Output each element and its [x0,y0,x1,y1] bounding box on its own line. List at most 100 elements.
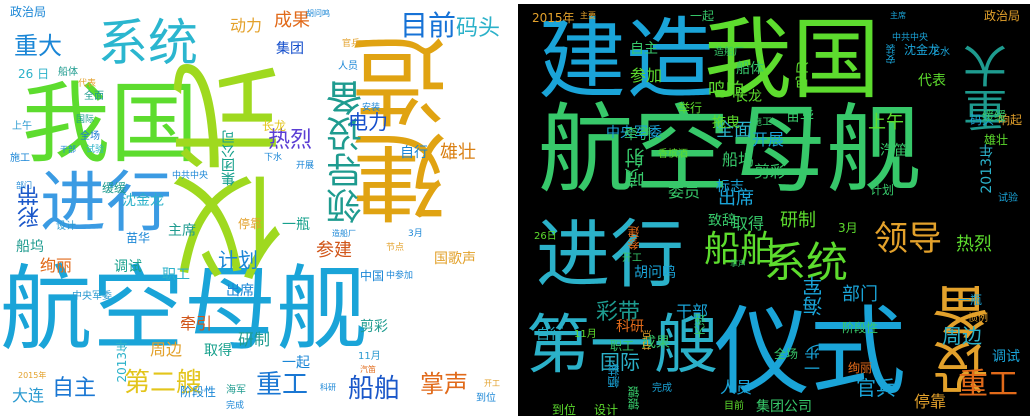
cloud-word: 船体 [58,67,78,78]
cloud-word: 参建 [627,226,641,250]
cloud-word: 计划 [218,248,258,272]
cloud-word: 大连 [12,386,45,405]
cloud-word: 试验 [998,193,1018,204]
cloud-word: 第二艘 [124,368,203,398]
cloud-word: 系统 [98,14,198,72]
cloud-word: 目前 [724,401,744,412]
cloud-word: 完成 [652,383,672,394]
cloud-word: 中参加 [386,271,414,281]
cloud-word: 2013年 [979,144,995,194]
cloud-word: 领导设备 [327,80,368,224]
cloud-word: 进行 [40,164,172,241]
cloud-word: 取得 [732,214,765,233]
cloud-word: 拖曳 [712,115,740,131]
cloud-word: 2015年 [18,371,47,380]
cloud-word: 人员 [720,378,753,397]
cloud-word: 码头 [970,113,995,127]
cloud-word: 响起 [998,113,1023,127]
cloud-word: 造船厂 [332,229,356,238]
cloud-word: 到位 [476,393,496,404]
cloud-word: 自行 [400,145,428,161]
cloud-word: 代表 [78,79,97,89]
cloud-word: 缓缓 [982,109,1007,123]
cloud-word: 到位 [552,403,577,416]
cloud-word: 海军 [226,385,246,396]
cloud-word: 全场 [774,347,799,361]
cloud-word: 调试 [992,349,1020,365]
cloud-word: 雄壮 [984,133,1009,147]
cloud-word: 热烈 [956,234,992,255]
cloud-word: 国歌声 [434,251,476,267]
cloud-word: 雄壮 [440,142,476,163]
cloud-word: 汽笛 [880,143,908,159]
cloud-word: 沈金龙 [904,43,941,57]
cloud-word: 致辞 [708,213,736,229]
cloud-word: 电力 [348,110,388,134]
cloud-word: 船舶 [348,374,401,404]
cloud-word: 绚丽 [848,361,873,375]
cloud-word: 中央军委 [72,291,112,302]
cloud-word: 阶段性 [842,321,879,335]
cloud-word: 科研 [320,383,336,392]
cloud-word: 剪彩 [754,162,787,181]
cloud-word: 3月 [838,221,858,235]
cloud-word: 我国 [704,8,881,111]
cloud-word: 职工 [162,267,190,283]
cloud-word: 船体 [736,61,764,77]
cloud-word: 2013年 [115,340,129,383]
cloud-word: 一起 [690,9,715,23]
cloud-word: 全场 [80,131,100,142]
cloud-word: 重大 [14,32,62,60]
cloud-word: 国际 [600,350,640,374]
cloud-word: 上午 [12,121,32,132]
cloud-word: 一瓶 [958,293,983,307]
cloud-word: 人员 [338,61,358,72]
cloud-word: 彩带 [596,300,641,325]
cloud-word: 研制 [238,330,271,349]
cloud-word: 自行 [536,327,564,343]
cloud-word: 彩带 [18,184,43,228]
cloud-word: 26 日 [18,67,50,81]
cloud-word: 掌声 [730,259,746,268]
cloud-word: 汽笛 [360,365,376,374]
cloud-word: 重工 [256,370,309,400]
cloud-word: 调试 [114,259,142,275]
cloud-word: 主要 [580,11,596,20]
cloud-word: 长龙 [262,119,287,133]
cloud-word: 上午 [868,112,904,133]
cloud-word: 目前 [400,9,457,42]
cloud-word: 掌声 [420,370,468,398]
cloud-word: 惯例 [968,313,988,324]
cloud-word: 开工 [622,253,642,264]
cloud-word: 胡问鸣 [634,265,676,281]
cloud-word: 第一艘 [526,309,718,383]
cloud-word: 2015年 [532,11,575,25]
cloud-word: 牵引 [624,127,652,143]
cloud-word: 施工 [752,117,772,128]
cloud-word: 集团公司 [756,399,812,415]
cloud-word: 苗华 [126,231,151,245]
cloud-word: 参建 [316,240,352,261]
cloud-word: 船坞 [722,150,755,169]
cloud-word: 周边 [942,324,982,348]
cloud-word: 缓缓 [102,181,127,195]
cloud-word: 全面 [716,120,752,141]
cloud-word: 官兵 [856,376,896,400]
cloud-word: 中央军委 [606,125,662,141]
cloud-word: 航空母舰 [538,94,922,206]
cloud-word: 造船厂 [714,47,744,58]
cloud-word: 主席 [890,11,906,20]
cloud-word: 中共中央 [172,171,209,181]
cloud-word: 绚丽 [40,256,73,275]
cloud-word: 下水 [264,153,283,163]
cloud-word: 委员 [668,182,701,201]
cloud-word: 喷射 [624,148,648,188]
cloud-word: 安装 [887,44,898,64]
cloud-word: 节点 [386,243,405,253]
cloud-word: 开展 [296,161,315,171]
cloud-word: 节点 [643,330,654,350]
cloud-word: 部门 [16,181,32,190]
cloud-word: 政治局 [10,5,47,19]
cloud-word: 参加 [630,66,663,85]
cloud-word: 镀镀 [627,386,641,410]
